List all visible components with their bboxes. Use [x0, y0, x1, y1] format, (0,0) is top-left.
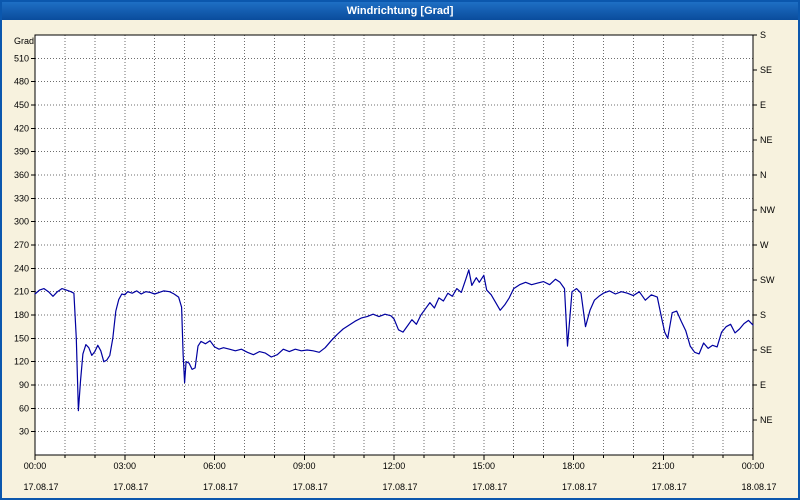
svg-text:21:00: 21:00: [652, 461, 675, 471]
svg-text:SE: SE: [760, 345, 772, 355]
svg-text:SE: SE: [760, 65, 772, 75]
svg-text:03:00: 03:00: [113, 461, 136, 471]
svg-text:15:00: 15:00: [472, 461, 495, 471]
svg-text:06:00: 06:00: [203, 461, 226, 471]
svg-text:270: 270: [14, 240, 29, 250]
svg-text:17.08.17: 17.08.17: [23, 482, 58, 492]
svg-text:N: N: [760, 170, 767, 180]
svg-text:00:00: 00:00: [742, 461, 765, 471]
svg-text:420: 420: [14, 123, 29, 133]
svg-text:18.08.17: 18.08.17: [741, 482, 776, 492]
svg-text:210: 210: [14, 287, 29, 297]
window-titlebar[interactable]: Windrichtung [Grad]: [2, 2, 798, 20]
svg-text:150: 150: [14, 333, 29, 343]
svg-text:18:00: 18:00: [562, 461, 585, 471]
svg-text:17.08.17: 17.08.17: [293, 482, 328, 492]
svg-text:60: 60: [19, 403, 29, 413]
svg-text:510: 510: [14, 53, 29, 63]
svg-text:NE: NE: [760, 135, 773, 145]
svg-text:300: 300: [14, 217, 29, 227]
svg-text:90: 90: [19, 380, 29, 390]
svg-text:390: 390: [14, 147, 29, 157]
svg-text:NW: NW: [760, 205, 775, 215]
svg-text:17.08.17: 17.08.17: [652, 482, 687, 492]
svg-text:450: 450: [14, 100, 29, 110]
window-title: Windrichtung [Grad]: [346, 5, 454, 17]
svg-text:12:00: 12:00: [383, 461, 406, 471]
svg-text:17.08.17: 17.08.17: [113, 482, 148, 492]
svg-text:E: E: [760, 380, 766, 390]
svg-text:17.08.17: 17.08.17: [472, 482, 507, 492]
svg-text:00:00: 00:00: [24, 461, 47, 471]
svg-text:SW: SW: [760, 275, 775, 285]
svg-text:09:00: 09:00: [293, 461, 316, 471]
svg-text:E: E: [760, 100, 766, 110]
svg-text:30: 30: [19, 427, 29, 437]
svg-text:17.08.17: 17.08.17: [382, 482, 417, 492]
svg-text:S: S: [760, 310, 766, 320]
wind-direction-chart: 30 60 90 120 150 180 210 240 270 300 330 360 390 420 4…: [14, 30, 777, 492]
svg-text:S: S: [760, 30, 766, 40]
svg-text:120: 120: [14, 357, 29, 367]
svg-text:17.08.17: 17.08.17: [562, 482, 597, 492]
svg-text:17.08.17: 17.08.17: [203, 482, 238, 492]
svg-text:Grad: Grad: [14, 36, 34, 46]
svg-text:NE: NE: [760, 415, 773, 425]
svg-text:180: 180: [14, 310, 29, 320]
svg-text:480: 480: [14, 77, 29, 87]
svg-text:W: W: [760, 240, 769, 250]
svg-text:330: 330: [14, 193, 29, 203]
svg-text:360: 360: [14, 170, 29, 180]
chart-area: 30 60 90 120 150 180 210 240 270 300 330 360 390 420 4…: [2, 20, 798, 498]
svg-text:240: 240: [14, 263, 29, 273]
